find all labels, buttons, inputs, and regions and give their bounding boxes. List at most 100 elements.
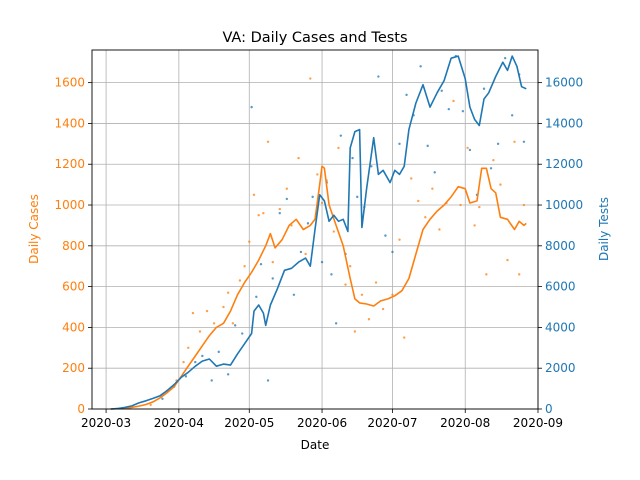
tests-scatter-point — [330, 273, 333, 276]
tests-scatter-point — [201, 354, 204, 358]
tests-scatter-point — [356, 195, 359, 199]
tests-scatter-point — [278, 211, 281, 215]
tests-scatter-point — [217, 350, 220, 354]
plot-frame — [91, 49, 539, 410]
cases-scatter-point — [473, 224, 476, 227]
tests-scatter-point — [233, 324, 237, 327]
tests-scatter-point — [503, 56, 507, 60]
cases-scatter-point — [332, 230, 335, 233]
tests-scatter-point — [468, 148, 472, 152]
y-left-tick-label: 200 — [62, 361, 85, 375]
y-right-tick-label: 6000 — [545, 280, 576, 294]
y-right-tick-label: 8000 — [545, 239, 576, 253]
tests-scatter-point — [292, 293, 296, 296]
tests-scatter-point — [339, 134, 343, 137]
axes: 2020-03 2020-04 2020-05 2020-06 2020-07 2020-… — [54, 49, 583, 430]
cases-scatter-point — [304, 252, 307, 256]
cases-scatter-point — [337, 146, 340, 150]
cases-scatter-point — [297, 156, 300, 160]
x-tick-label: 2020-08 — [440, 416, 490, 430]
tests-scatter-point — [266, 379, 270, 382]
tests-scatter-point — [311, 195, 314, 199]
cases-scatter-point — [492, 158, 495, 162]
tests-scatter-point — [271, 277, 274, 280]
cases-scatter-point — [391, 293, 394, 296]
tests-scatter-point — [440, 89, 443, 92]
tests-scatter-point — [384, 234, 387, 237]
x-tick-label: 2020-04 — [154, 416, 204, 430]
tests-scatter-point — [255, 295, 258, 299]
cases-scatter-point — [452, 99, 455, 103]
cases-scatter-point — [316, 173, 319, 176]
cases-scatter-point — [309, 77, 312, 80]
cases-scatter-point — [187, 346, 190, 350]
cases-scatter-point — [353, 330, 357, 333]
cases-scatter-point — [248, 240, 251, 243]
cases-scatter-point — [231, 322, 235, 325]
y-right-tick-label: 10000 — [545, 198, 583, 212]
tests-scatter-point — [433, 171, 436, 174]
x-tick-label: 2020-09 — [513, 416, 563, 430]
cases-line — [110, 165, 527, 410]
y-left-tick-label: 800 — [62, 239, 85, 253]
tests-scatter-point — [351, 156, 354, 160]
cases-scatter-point — [410, 177, 413, 180]
cases-scatter-point — [198, 330, 202, 333]
cases-scatter-point — [522, 203, 526, 207]
cases-scatter-point — [424, 216, 427, 219]
tests-scatter-point — [226, 373, 230, 376]
cases-scatter-point — [285, 187, 289, 190]
cases-scatter-point — [499, 183, 502, 186]
cases-scatter-point — [485, 273, 488, 276]
tests-scatter-point — [447, 107, 450, 111]
tests-scatter-point — [489, 167, 493, 170]
y-left-tick-label: 600 — [62, 280, 85, 294]
cases-scatter-point — [191, 311, 195, 315]
cases-scatter-point — [518, 273, 521, 276]
grid — [92, 50, 539, 410]
tests-scatter-point — [334, 322, 338, 325]
cases-scatter-point — [417, 199, 420, 203]
y-right-tick-label: 4000 — [545, 320, 576, 334]
cases-scatter-point — [182, 360, 185, 364]
cases-scatter-point — [149, 403, 152, 407]
cases-scatter-point — [222, 305, 225, 309]
tests-scatter-point — [370, 165, 373, 168]
y-right-tick-label: 12000 — [545, 157, 583, 171]
tests-scatter-point — [241, 332, 244, 335]
cases-scatter-point — [438, 228, 441, 231]
tests-scatter-point — [299, 250, 303, 254]
cases-scatter-point — [360, 293, 364, 296]
tests-scatter-point — [377, 75, 380, 78]
cases-scatter-point — [459, 203, 462, 207]
tests-scatter-point — [482, 87, 486, 90]
tests-scatter-point — [391, 250, 394, 254]
cases-scatter-point — [403, 336, 406, 339]
y-left-tick-label: 1600 — [54, 76, 85, 90]
tests-scatter-point — [405, 93, 408, 97]
cases-scatter-point — [381, 307, 385, 311]
tests-scatter-point — [398, 142, 401, 146]
tests-scatter-point — [184, 375, 188, 378]
cases-scatter-point — [243, 265, 246, 268]
tests-scatter-point — [522, 140, 526, 143]
cases-scatter-point — [252, 193, 256, 197]
cases-scatter-point — [320, 201, 324, 205]
cases-scatter-point — [349, 265, 352, 268]
y-right-tick-label: 2000 — [545, 361, 576, 375]
tests-scatter-point — [320, 260, 324, 264]
y-right-tick-label: 0 — [545, 402, 553, 416]
chart-title: VA: Daily Cases and Tests — [222, 30, 407, 46]
tests-scatter-point — [259, 262, 263, 266]
cases-scatter-point — [257, 214, 260, 217]
cases-scatter-point — [466, 146, 469, 150]
cases-scatter-point — [431, 187, 434, 190]
cases-scatter-point — [344, 283, 347, 286]
y-left-tick-label: 0 — [77, 402, 85, 416]
series-lines — [110, 55, 527, 410]
x-tick-label: 2020-06 — [297, 416, 347, 430]
cases-scatter-point — [226, 291, 230, 294]
tests-scatter-point — [496, 142, 500, 146]
